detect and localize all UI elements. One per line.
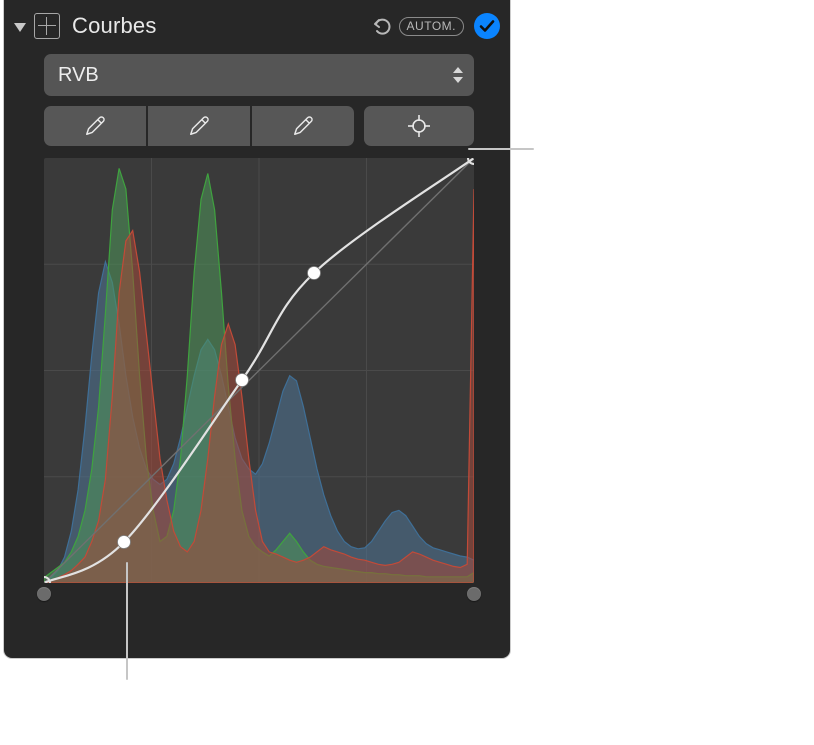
section-title: Courbes <box>72 13 365 39</box>
enable-toggle[interactable] <box>474 13 500 39</box>
white-point-eyedropper[interactable] <box>252 106 354 146</box>
curves-icon <box>34 13 60 39</box>
select-stepper-icon <box>448 59 468 91</box>
curves-panel: Courbes AUTOM. RVB <box>4 0 510 658</box>
channel-select-value: RVB <box>58 64 99 87</box>
gray-point-eyedropper[interactable] <box>148 106 250 146</box>
auto-button[interactable]: AUTOM. <box>399 17 464 36</box>
white-endpoint-handle[interactable] <box>467 587 481 601</box>
eyedropper-row <box>44 106 474 146</box>
black-point-eyedropper[interactable] <box>44 106 146 146</box>
disclosure-triangle-icon[interactable] <box>14 23 26 32</box>
undo-icon[interactable] <box>371 15 393 37</box>
add-point-target-button[interactable] <box>364 106 474 146</box>
black-endpoint-handle[interactable] <box>37 587 51 601</box>
section-header: Courbes AUTOM. <box>4 0 510 46</box>
callout-leader <box>468 148 534 150</box>
channel-select[interactable]: RVB <box>44 54 474 96</box>
curves-graph[interactable] <box>44 158 474 583</box>
callout-leader <box>126 562 128 680</box>
